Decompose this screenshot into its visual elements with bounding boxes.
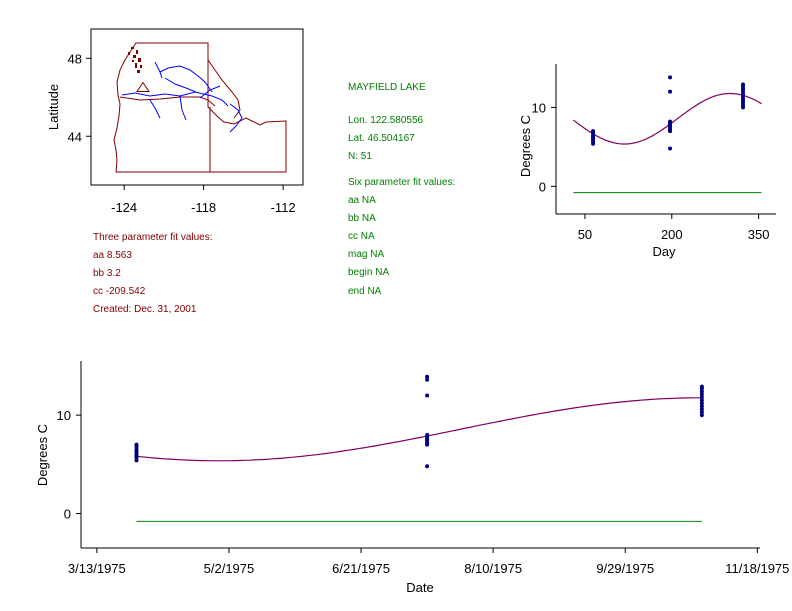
date-chart-x-tick-label: 5/2/1975: [204, 561, 255, 576]
map-y-tick-label: 48: [68, 51, 82, 66]
date-chart-data-point: [699, 410, 704, 415]
six-param-end: end NA: [348, 286, 382, 297]
date-chart-data-point: [134, 447, 139, 452]
day-chart-data-point: [668, 128, 673, 133]
date-chart-xlabel: Date: [406, 580, 433, 595]
day-chart-data-point: [668, 122, 673, 126]
day-chart-x-tick-label: 50: [578, 227, 592, 242]
six-param-bb: bb NA: [348, 213, 376, 224]
date-chart-data-point: [699, 401, 704, 406]
site-lon: Lon. 122.580556: [348, 115, 424, 126]
three-param-aa: aa 8.563: [93, 250, 132, 261]
day-chart-marks: [573, 75, 762, 194]
map-x-tick-label: -112: [271, 200, 296, 215]
date-chart-fit-curve: [136, 397, 702, 462]
map-panel: Latitude -124 -118 -112 48 44: [46, 28, 304, 215]
date-chart-data-point: [699, 404, 704, 409]
day-chart-y-tick-label: 10: [532, 100, 546, 115]
map-x-tick-label: -118: [191, 200, 216, 215]
date-chart-x-tick-label: 6/21/1975: [332, 561, 390, 576]
map-y-tick-label: 44: [68, 129, 82, 144]
date-chart-data-point: [425, 464, 430, 469]
rivers: [121, 61, 243, 133]
date-chart-data-point: [425, 374, 430, 379]
date-chart-data-point: [699, 384, 704, 389]
date-chart-data-point: [699, 398, 704, 403]
day-chart-data-point: [591, 129, 596, 134]
day-chart-x-tick-label: 200: [661, 227, 683, 242]
date-chart-y-tick-label: 10: [57, 408, 71, 423]
map-ylabel: Latitude: [46, 84, 61, 130]
date-chart: Date Degrees C 3/13/1975 5/2/1975 6/21/197…: [35, 361, 789, 595]
date-chart-marks: [134, 374, 704, 522]
site-triangle-marker: [136, 81, 150, 92]
date-chart-data-point: [425, 377, 430, 382]
day-chart: Day Degrees C 50 200 350 0 10: [518, 64, 776, 259]
map-x-tick-label: -124: [111, 200, 137, 215]
day-chart-ylabel: Degrees C: [518, 115, 533, 177]
state-outline: [113, 42, 287, 173]
date-chart-data-point: [699, 395, 704, 400]
date-chart-data-point: [425, 437, 430, 442]
date-chart-x-tick-label: 9/29/1975: [596, 561, 654, 576]
day-chart-ticks: 50 200 350 0 10: [532, 100, 770, 242]
six-param-title: Six parameter fit values:: [348, 177, 456, 188]
date-chart-data-point: [699, 407, 704, 412]
three-param-title: Three parameter fit values:: [93, 232, 213, 243]
created-date: Created: Dec. 31, 2001: [93, 304, 197, 315]
six-param-mag: mag NA: [348, 249, 385, 260]
day-chart-fit-curve: [573, 92, 762, 145]
day-chart-xlabel: Day: [652, 244, 676, 259]
date-chart-y-tick-label: 0: [64, 507, 71, 522]
six-param-begin: begin NA: [348, 267, 390, 278]
date-chart-data-point: [134, 458, 139, 463]
date-chart-data-point: [699, 389, 704, 394]
date-chart-data-point: [699, 413, 704, 418]
idaho-border: [207, 43, 241, 119]
day-chart-data-point: [668, 125, 673, 130]
site-n: N: 51: [348, 151, 372, 162]
date-chart-x-tick-label: 3/13/1975: [68, 561, 126, 576]
date-chart-x-tick-label: 8/10/1975: [464, 561, 522, 576]
date-chart-ticks: 3/13/1975 5/2/1975 6/21/1975 8/10/1975 9/29/…: [57, 408, 790, 576]
day-chart-data-point: [668, 89, 673, 94]
site-name: MAYFIELD LAKE: [348, 82, 426, 93]
day-chart-x-tick-label: 350: [748, 227, 770, 242]
state-border: [119, 96, 216, 107]
date-chart-data-point: [425, 441, 430, 446]
day-chart-data-point: [668, 146, 673, 151]
three-param-cc: cc -209.542: [93, 286, 146, 297]
date-chart-data-point: [699, 392, 704, 397]
map-frame: [90, 28, 304, 186]
six-param-cc: cc NA: [348, 231, 375, 242]
site-lat: Lat. 46.504167: [348, 133, 415, 144]
puget-sound-islands: [128, 47, 142, 73]
day-chart-y-tick-label: 0: [539, 179, 546, 194]
day-chart-data-point: [668, 75, 673, 80]
three-param-bb: bb 3.2: [93, 268, 121, 279]
date-chart-data-point: [425, 393, 430, 398]
six-param-aa: aa NA: [348, 195, 376, 206]
date-chart-x-tick-label: 11/18/1975: [725, 561, 789, 576]
date-chart-ylabel: Degrees C: [35, 424, 50, 486]
day-chart-data-point: [741, 82, 745, 87]
date-chart-data-point: [134, 442, 139, 447]
date-chart-data-point: [425, 432, 430, 437]
map-axis-ticks: -124 -118 -112 48 44: [68, 51, 296, 215]
